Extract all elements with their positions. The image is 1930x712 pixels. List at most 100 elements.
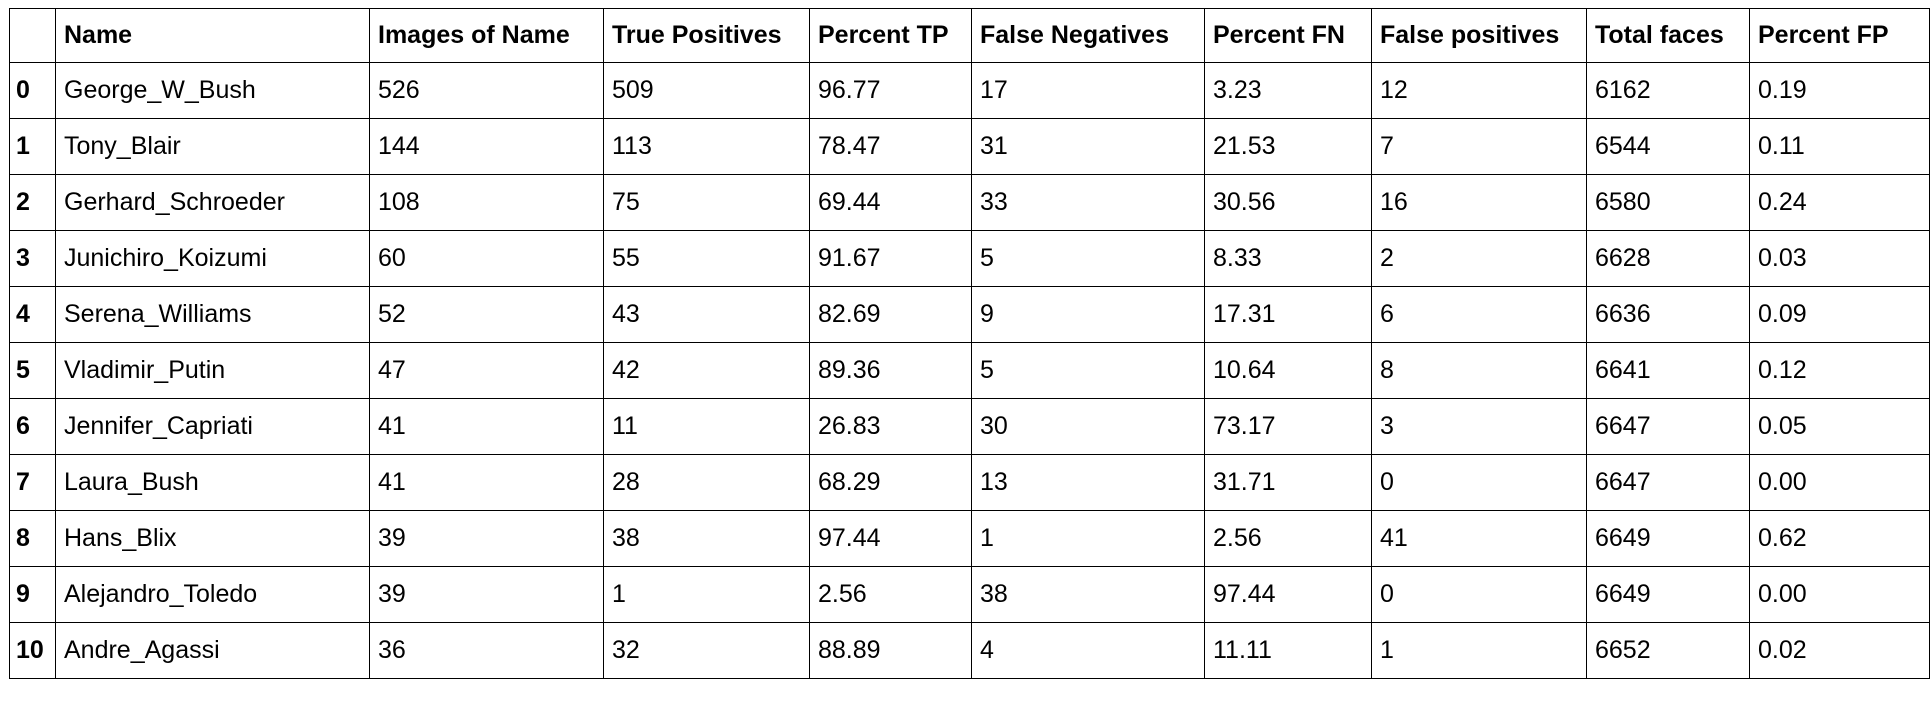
cell-images-of-name: 36: [369, 622, 604, 679]
cell-total-faces: 6649: [1586, 566, 1750, 623]
cell-percent-fp: 0.00: [1749, 566, 1930, 623]
cell-percent-fp: 0.62: [1749, 510, 1930, 567]
header-name: Name: [55, 8, 370, 63]
cell-percent-tp: 97.44: [809, 510, 972, 567]
cell-true-positives: 509: [603, 62, 810, 119]
cell-false-negatives: 1: [971, 510, 1205, 567]
cell-percent-fn: 21.53: [1204, 118, 1372, 175]
cell-false-negatives: 38: [971, 566, 1205, 623]
header-true-positives: True Positives: [603, 8, 810, 63]
cell-false-positives: 2: [1371, 230, 1587, 287]
table-row: 1 Tony_Blair 144 113 78.47 31 21.53 7 6544 0.11: [9, 118, 1930, 175]
cell-percent-fn: 2.56: [1204, 510, 1372, 567]
cell-images-of-name: 39: [369, 510, 604, 567]
cell-percent-fp: 0.19: [1749, 62, 1930, 119]
cell-total-faces: 6162: [1586, 62, 1750, 119]
cell-true-positives: 11: [603, 398, 810, 455]
cell-percent-fn: 11.11: [1204, 622, 1372, 679]
header-percent-fn: Percent FN: [1204, 8, 1372, 63]
cell-percent-tp: 82.69: [809, 286, 972, 343]
cell-false-positives: 1: [1371, 622, 1587, 679]
cell-percent-fn: 3.23: [1204, 62, 1372, 119]
row-index: 8: [9, 510, 56, 567]
header-false-negatives: False Negatives: [971, 8, 1205, 63]
cell-false-positives: 7: [1371, 118, 1587, 175]
cell-total-faces: 6544: [1586, 118, 1750, 175]
results-table: Name Images of Name True Positives Perce…: [9, 8, 1930, 679]
cell-percent-tp: 26.83: [809, 398, 972, 455]
cell-images-of-name: 60: [369, 230, 604, 287]
cell-percent-fp: 0.12: [1749, 342, 1930, 399]
header-row: Name Images of Name True Positives Perce…: [9, 8, 1930, 63]
cell-false-negatives: 5: [971, 230, 1205, 287]
cell-false-positives: 6: [1371, 286, 1587, 343]
cell-percent-fp: 0.02: [1749, 622, 1930, 679]
row-index: 7: [9, 454, 56, 511]
cell-false-negatives: 31: [971, 118, 1205, 175]
cell-percent-fn: 10.64: [1204, 342, 1372, 399]
cell-percent-fn: 31.71: [1204, 454, 1372, 511]
cell-false-negatives: 4: [971, 622, 1205, 679]
cell-percent-tp: 89.36: [809, 342, 972, 399]
header-index: [9, 8, 56, 63]
cell-percent-fn: 17.31: [1204, 286, 1372, 343]
cell-true-positives: 113: [603, 118, 810, 175]
cell-percent-tp: 78.47: [809, 118, 972, 175]
row-index: 9: [9, 566, 56, 623]
header-total-faces: Total faces: [1586, 8, 1750, 63]
row-index: 4: [9, 286, 56, 343]
cell-percent-tp: 88.89: [809, 622, 972, 679]
table-body: 0 George_W_Bush 526 509 96.77 17 3.23 12 6162 0.1…: [9, 62, 1930, 679]
cell-name: George_W_Bush: [55, 62, 370, 119]
cell-name: Vladimir_Putin: [55, 342, 370, 399]
cell-false-negatives: 30: [971, 398, 1205, 455]
cell-name: Junichiro_Koizumi: [55, 230, 370, 287]
cell-total-faces: 6628: [1586, 230, 1750, 287]
cell-images-of-name: 108: [369, 174, 604, 231]
table-row: 8 Hans_Blix 39 38 97.44 1 2.56 41 6649 0.62: [9, 510, 1930, 567]
row-index: 0: [9, 62, 56, 119]
cell-total-faces: 6580: [1586, 174, 1750, 231]
cell-images-of-name: 41: [369, 454, 604, 511]
cell-false-negatives: 33: [971, 174, 1205, 231]
cell-images-of-name: 144: [369, 118, 604, 175]
cell-total-faces: 6636: [1586, 286, 1750, 343]
cell-percent-tp: 2.56: [809, 566, 972, 623]
row-index: 2: [9, 174, 56, 231]
cell-images-of-name: 41: [369, 398, 604, 455]
row-index: 1: [9, 118, 56, 175]
cell-percent-fp: 0.11: [1749, 118, 1930, 175]
cell-total-faces: 6652: [1586, 622, 1750, 679]
cell-percent-fn: 30.56: [1204, 174, 1372, 231]
cell-false-positives: 0: [1371, 454, 1587, 511]
table-row: 0 George_W_Bush 526 509 96.77 17 3.23 12 6162 0.1…: [9, 62, 1930, 119]
cell-true-positives: 42: [603, 342, 810, 399]
cell-total-faces: 6647: [1586, 398, 1750, 455]
cell-images-of-name: 526: [369, 62, 604, 119]
cell-name: Andre_Agassi: [55, 622, 370, 679]
cell-name: Gerhard_Schroeder: [55, 174, 370, 231]
cell-images-of-name: 39: [369, 566, 604, 623]
row-index: 10: [9, 622, 56, 679]
cell-false-positives: 0: [1371, 566, 1587, 623]
cell-true-positives: 75: [603, 174, 810, 231]
cell-true-positives: 28: [603, 454, 810, 511]
cell-total-faces: 6647: [1586, 454, 1750, 511]
cell-true-positives: 1: [603, 566, 810, 623]
cell-name: Laura_Bush: [55, 454, 370, 511]
header-false-positives: False positives: [1371, 8, 1587, 63]
row-index: 3: [9, 230, 56, 287]
table-row: 6 Jennifer_Capriati 41 11 26.83 30 73.17 3 6647 0…: [9, 398, 1930, 455]
cell-percent-fn: 73.17: [1204, 398, 1372, 455]
cell-percent-tp: 69.44: [809, 174, 972, 231]
cell-percent-fp: 0.24: [1749, 174, 1930, 231]
table-row: 2 Gerhard_Schroeder 108 75 69.44 33 30.56 16 658…: [9, 174, 1930, 231]
cell-percent-tp: 68.29: [809, 454, 972, 511]
header-percent-fp: Percent FP: [1749, 8, 1930, 63]
cell-false-positives: 8: [1371, 342, 1587, 399]
cell-percent-fp: 0.09: [1749, 286, 1930, 343]
cell-percent-fn: 97.44: [1204, 566, 1372, 623]
cell-true-positives: 32: [603, 622, 810, 679]
header-images-of-name: Images of Name: [369, 8, 604, 63]
table-row: 4 Serena_Williams 52 43 82.69 9 17.31 6 6636 0.09: [9, 286, 1930, 343]
